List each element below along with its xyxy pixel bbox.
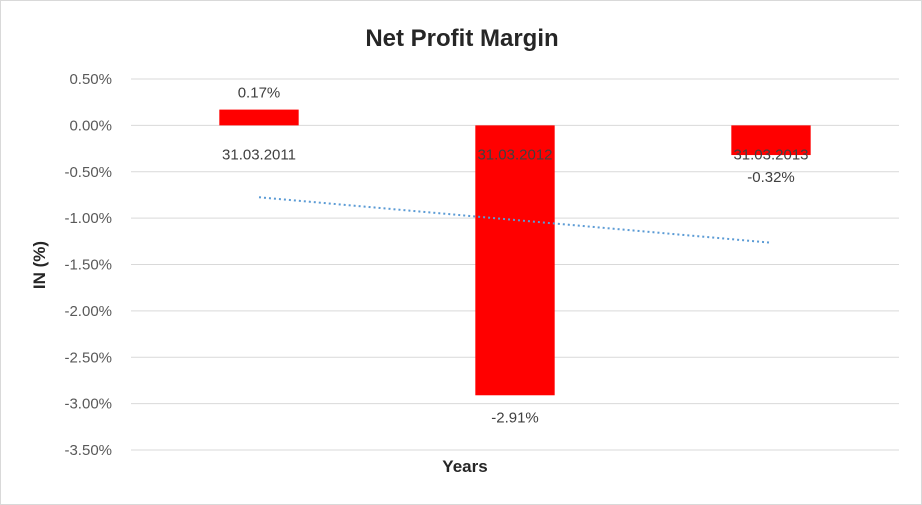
x-category-label: 31.03.2012 (477, 146, 552, 163)
y-tick-label: -2.00% (64, 303, 112, 320)
y-axis-ticks: 0.50% 0.00% -0.50% -1.00% -1.50% -2.00% -2.50%… (64, 71, 112, 459)
y-tick-label: -1.50% (64, 257, 112, 274)
x-category-label: 31.03.2013 (733, 146, 808, 163)
bar (219, 109, 299, 126)
chart-title: Net Profit Margin (365, 25, 558, 52)
y-tick-label: -1.00% (64, 210, 112, 227)
trendline-layer (258, 196, 772, 244)
y-tick-label: -3.00% (64, 396, 112, 413)
bar (475, 125, 555, 396)
x-axis-title: Years (442, 457, 487, 476)
y-tick-label: -2.50% (64, 349, 112, 366)
data-label: 0.17% (238, 85, 281, 102)
data-label: -2.91% (491, 409, 539, 426)
y-tick-label: -0.50% (64, 164, 112, 181)
bars (219, 109, 811, 396)
data-label: -0.32% (747, 169, 795, 186)
x-category-label: 31.03.2011 (222, 146, 296, 163)
y-tick-label: -3.50% (64, 442, 112, 459)
y-tick-label: 0.00% (69, 117, 112, 134)
bar (731, 125, 811, 156)
y-axis-title: IN (%) (30, 241, 49, 289)
data-labels: 0.17% -2.91% -0.32% (238, 85, 795, 427)
trendline (258, 196, 772, 244)
y-tick-label: 0.50% (69, 71, 112, 88)
x-axis-category-labels: 31.03.2011 31.03.2012 31.03.2013 (222, 146, 809, 163)
